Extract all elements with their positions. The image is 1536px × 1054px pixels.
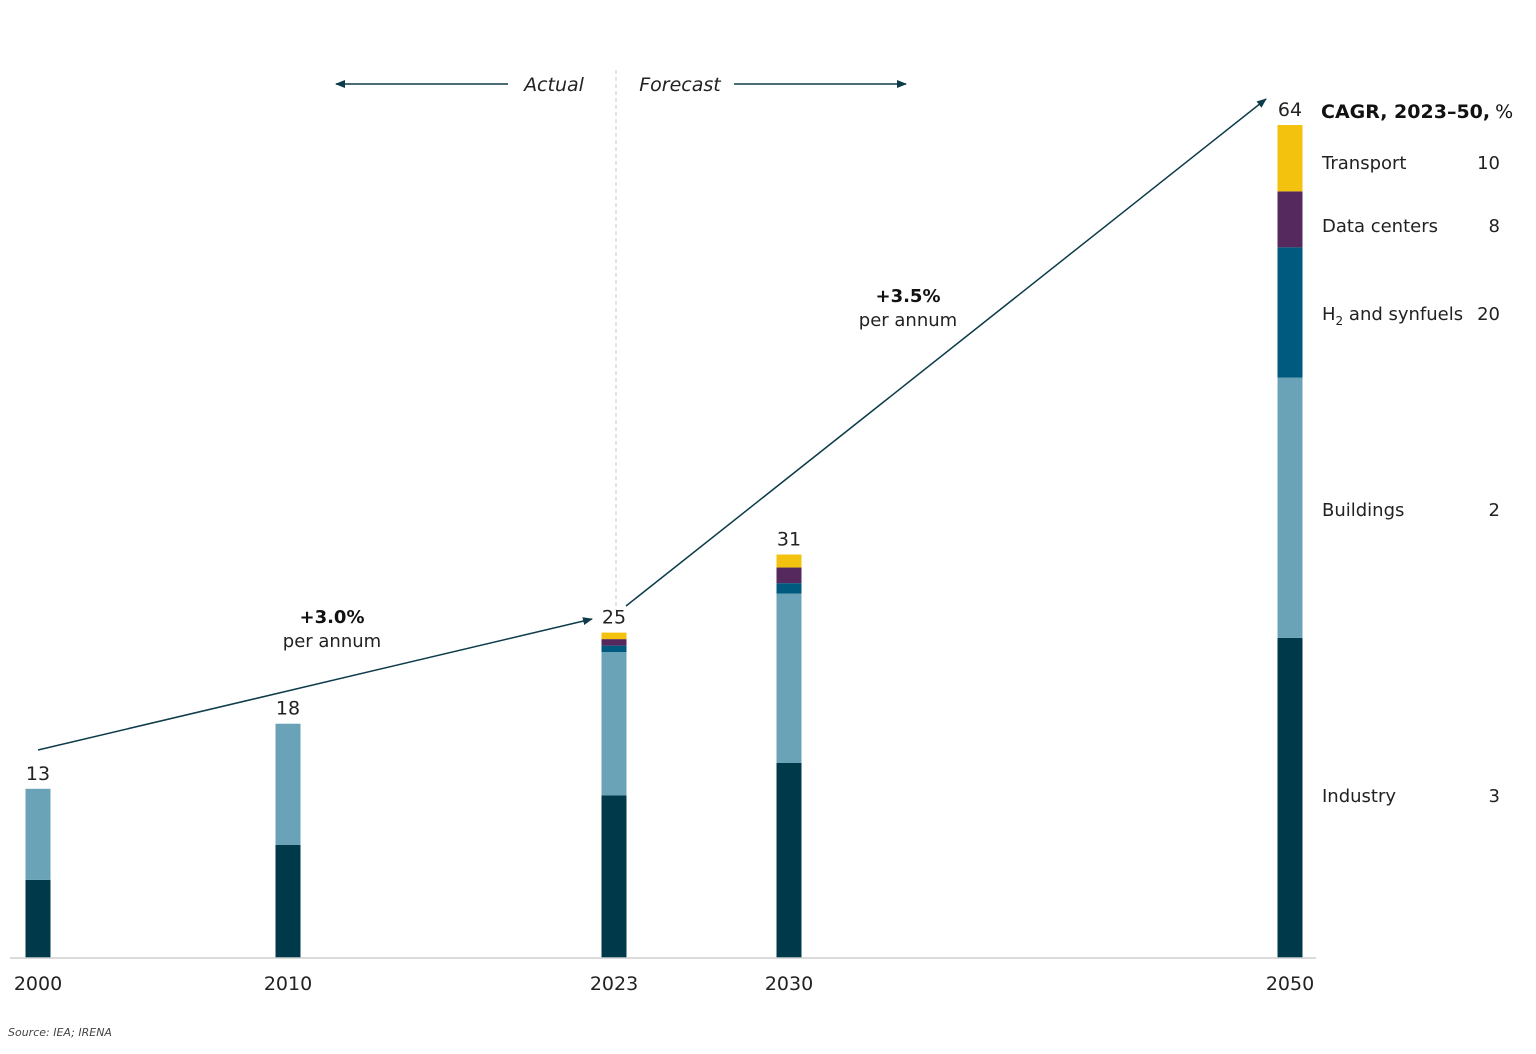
bar-segment-2050-industry — [1277, 637, 1303, 958]
bar-segment-2050-h2-and-synfuels — [1277, 247, 1303, 378]
bars: 13 2000 18 2010 25 2023 31 2030 64 2050 — [14, 99, 1314, 995]
growth-unit-actual: per annum — [283, 631, 381, 652]
x-tick-label-2050: 2050 — [1266, 973, 1314, 995]
bar-segment-2023-transport — [601, 632, 627, 640]
bar-segment-2030-data-centers — [776, 567, 802, 584]
bar-segment-2050-transport — [1277, 125, 1303, 192]
forecast-label: Forecast — [639, 74, 722, 96]
bar-segment-2010-buildings — [275, 723, 301, 845]
growth-unit-forecast: per annum — [859, 310, 957, 331]
growth-arrow-2023-2050 — [625, 98, 1267, 607]
bar-segment-2000-industry — [25, 879, 51, 958]
x-tick-label-2023: 2023 — [590, 973, 638, 995]
legend-title: CAGR, 2023–50,% — [1321, 101, 1513, 123]
legend-label-buildings: Buildings — [1322, 500, 1404, 521]
legend-value-transport: 10 — [1477, 153, 1500, 174]
actual-label: Actual — [522, 74, 585, 96]
bar-segment-2050-data-centers — [1277, 191, 1303, 248]
bar-total-label-2023: 25 — [602, 607, 626, 629]
legend-label-transport: Transport — [1321, 153, 1406, 174]
legend-label-h2-synfuels: H2 and synfuels — [1322, 304, 1463, 328]
bar-segment-2030-transport — [776, 554, 802, 568]
growth-arrow-2000-2023 — [37, 617, 593, 751]
bar-segment-2030-buildings — [776, 593, 802, 763]
bar-segment-2030-h2-and-synfuels — [776, 583, 802, 594]
bar-segment-2010-industry — [275, 844, 301, 958]
x-tick-label-2010: 2010 — [264, 973, 312, 995]
bar-segment-2050-buildings — [1277, 377, 1303, 638]
bar-total-label-2010: 18 — [276, 698, 300, 720]
source-note: Source: IEA; IRENA — [8, 1026, 112, 1039]
legend-label-data-centers: Data centers — [1322, 216, 1438, 237]
x-tick-label-2000: 2000 — [14, 973, 62, 995]
bar-segment-2000-buildings — [25, 788, 51, 880]
legend-value-buildings: 2 — [1489, 500, 1500, 521]
bar-segment-2023-data-centers — [601, 639, 627, 646]
x-tick-label-2030: 2030 — [765, 973, 813, 995]
bar-segment-2030-industry — [776, 762, 802, 958]
bar-segment-2023-h2-and-synfuels — [601, 645, 627, 653]
growth-rate-forecast: +3.5% — [875, 286, 940, 307]
legend-value-h2-synfuels: 20 — [1477, 304, 1500, 325]
bar-segment-2023-industry — [601, 795, 627, 958]
legend-value-data-centers: 8 — [1489, 216, 1500, 237]
bar-total-label-2050: 64 — [1278, 99, 1302, 121]
bar-segment-2023-buildings — [601, 652, 627, 796]
bar-total-label-2030: 31 — [777, 529, 801, 551]
legend-value-industry: 3 — [1489, 786, 1500, 807]
bar-total-label-2000: 13 — [26, 763, 50, 785]
legend-label-industry: Industry — [1322, 786, 1396, 807]
growth-rate-actual: +3.0% — [299, 607, 364, 628]
